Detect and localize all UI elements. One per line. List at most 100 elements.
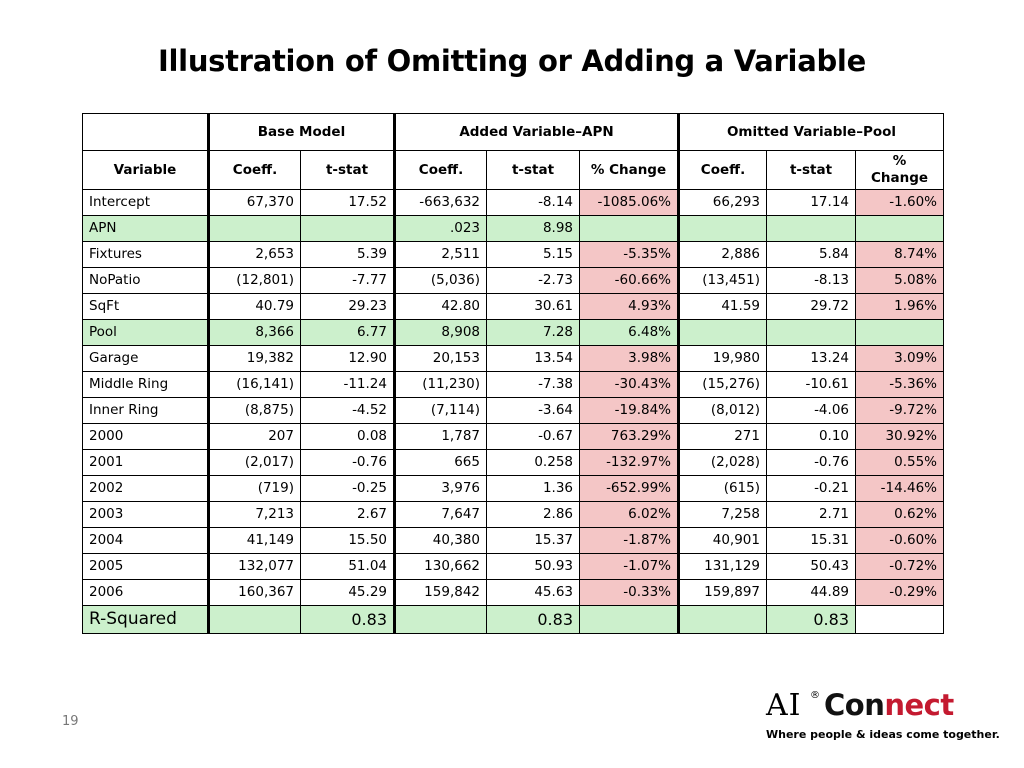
value-cell: 15.31 [766, 527, 856, 554]
header-corner [82, 113, 210, 151]
value-cell: 50.93 [486, 553, 580, 580]
table-row: SqFt 40.79 29.23 42.80 30.61 4.93% 41.59 29.72 1… [82, 293, 944, 320]
value-cell: (719) [208, 475, 301, 502]
value-cell: 45.63 [486, 579, 580, 606]
value-cell: 6.48% [579, 319, 680, 346]
value-cell: 8,366 [208, 319, 301, 346]
value-cell: (15,276) [678, 371, 767, 398]
value-cell: (8,875) [208, 397, 301, 424]
value-cell: 42.80 [394, 293, 487, 320]
value-cell: 2.67 [300, 501, 396, 528]
table-row: 2002 (719) -0.25 3,976 1.36 -652.99% (615) -0.2… [82, 475, 944, 502]
table-row: NoPatio (12,801) -7.77 (5,036) -2.73 -60.66%(… [82, 267, 944, 294]
table-row: APN .023 8.98 [82, 215, 944, 242]
value-cell: -10.61 [766, 371, 856, 398]
variable-name-cell: 2006 [82, 579, 210, 606]
value-cell: 6.02% [579, 501, 680, 528]
variable-name-cell: Fixtures [82, 241, 210, 268]
column-header: t-stat [300, 150, 396, 190]
value-cell: 159,897 [678, 579, 767, 606]
variable-name-cell: 2001 [82, 449, 210, 476]
value-cell: -0.60% [855, 527, 944, 554]
value-cell: 40.79 [208, 293, 301, 320]
column-header-row: Variable Coeff. t-stat Coeff. t-stat % C… [82, 150, 944, 190]
table-row: Intercept 67,370 17.52 -663,632 -8.14 -1085.0… [82, 189, 944, 216]
value-cell: -19.84% [579, 397, 680, 424]
value-cell: 5.08% [855, 267, 944, 294]
value-cell: 17.52 [300, 189, 396, 216]
value-cell: -7.38 [486, 371, 580, 398]
value-cell: -132.97% [579, 449, 680, 476]
logo-brand-part: Con [824, 688, 885, 722]
value-cell: -0.29% [855, 579, 944, 606]
value-cell: (7,114) [394, 397, 487, 424]
value-cell: 12.90 [300, 345, 396, 372]
variable-name-cell: Pool [82, 319, 210, 346]
value-cell: 1.96% [855, 293, 944, 320]
value-cell: 2,511 [394, 241, 487, 268]
value-cell: (615) [678, 475, 767, 502]
value-cell: 763.29% [579, 423, 680, 450]
value-cell: 13.54 [486, 345, 580, 372]
column-header: t-stat [766, 150, 856, 190]
value-cell: -1.60% [855, 189, 944, 216]
value-cell: 0.258 [486, 449, 580, 476]
value-cell: 5.84 [766, 241, 856, 268]
value-cell: -1.87% [579, 527, 680, 554]
table-row: 2000 207 0.08 1,787 -0.67 763.29% 271 0.10 30.92… [82, 423, 944, 450]
table-row: Inner Ring (8,875) -4.52 (7,114) -3.64 -19.84… [82, 397, 944, 424]
value-cell: -8.14 [486, 189, 580, 216]
table-row: Garage 19,382 12.90 20,153 13.54 3.98% 19,980 1… [82, 345, 944, 372]
value-cell: -2.73 [486, 267, 580, 294]
value-cell: -7.77 [300, 267, 396, 294]
column-header: Coeff. [678, 150, 767, 190]
empty-cell [208, 605, 301, 634]
value-cell: 0.10 [766, 423, 856, 450]
table-row: 2005 132,077 51.04 130,662 50.93 -1.07% 131,12… [82, 553, 944, 580]
value-cell: 159,842 [394, 579, 487, 606]
value-cell: .023 [394, 215, 487, 242]
rsquared-base: 0.83 [300, 605, 396, 634]
value-cell: -3.64 [486, 397, 580, 424]
value-cell: 1.36 [486, 475, 580, 502]
value-cell: 44.89 [766, 579, 856, 606]
value-cell: -0.33% [579, 579, 680, 606]
value-cell: 17.14 [766, 189, 856, 216]
value-cell: -5.35% [579, 241, 680, 268]
value-cell: 130,662 [394, 553, 487, 580]
variable-name-cell: 2005 [82, 553, 210, 580]
rsquared-row: R-Squared 0.83 0.83 0.83 [82, 605, 944, 634]
value-cell: 2,653 [208, 241, 301, 268]
table-row: Pool 8,366 6.77 8,908 7.28 6.48% [82, 319, 944, 346]
variable-name-cell: Garage [82, 345, 210, 372]
value-cell: -652.99% [579, 475, 680, 502]
column-header: % Change [579, 150, 680, 190]
table-row: Fixtures 2,653 5.39 2,511 5.15 -5.35% 2,886 5.8… [82, 241, 944, 268]
value-cell: (12,801) [208, 267, 301, 294]
value-cell: 6.77 [300, 319, 396, 346]
value-cell: 41,149 [208, 527, 301, 554]
value-cell: 2.86 [486, 501, 580, 528]
value-cell: 19,382 [208, 345, 301, 372]
value-cell: 7.28 [486, 319, 580, 346]
value-cell: 4.93% [579, 293, 680, 320]
value-cell: (8,012) [678, 397, 767, 424]
value-cell: 30.61 [486, 293, 580, 320]
variable-name-cell: NoPatio [82, 267, 210, 294]
value-cell: 207 [208, 423, 301, 450]
value-cell: -0.76 [300, 449, 396, 476]
value-cell: 29.72 [766, 293, 856, 320]
value-cell: 13.24 [766, 345, 856, 372]
table-body: Base Model Added Variable–APN Omitted Va… [82, 113, 944, 634]
value-cell [855, 319, 944, 346]
value-cell: (2,028) [678, 449, 767, 476]
group-omitted-variable: Omitted Variable–Pool [678, 113, 944, 151]
value-cell: 665 [394, 449, 487, 476]
value-cell: 271 [678, 423, 767, 450]
rsquared-omitted: 0.83 [766, 605, 856, 634]
table-row: 2003 7,213 2.67 7,647 2.86 6.02% 7,258 2.71 0.62… [82, 501, 944, 528]
value-cell: -9.72% [855, 397, 944, 424]
column-header: Coeff. [208, 150, 301, 190]
value-cell [300, 215, 396, 242]
variable-name-cell: APN [82, 215, 210, 242]
